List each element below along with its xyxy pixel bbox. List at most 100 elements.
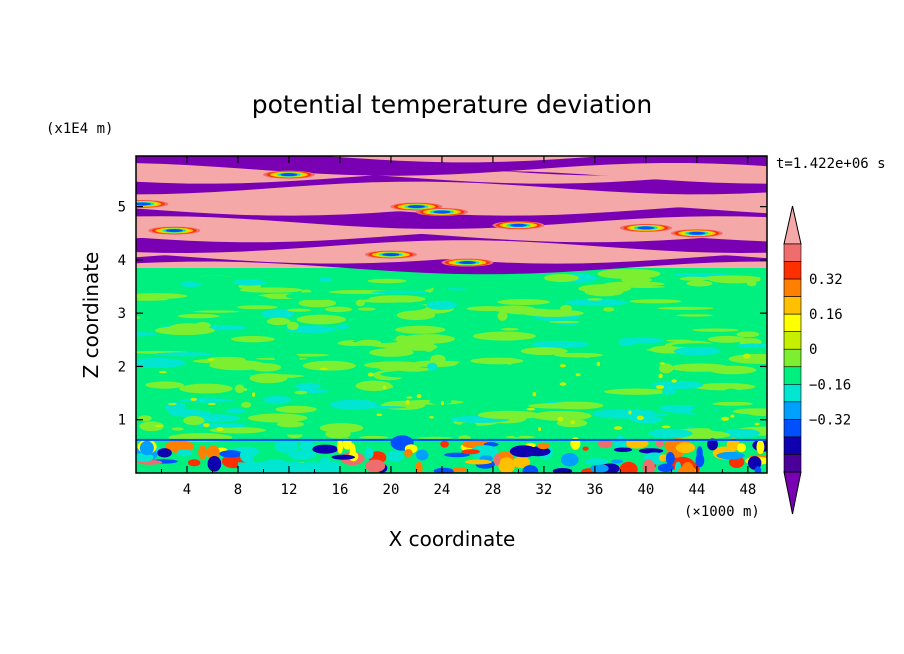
contour-patch bbox=[136, 332, 157, 337]
contour-patch bbox=[754, 422, 760, 426]
contour-patch bbox=[712, 401, 753, 406]
contour-patch bbox=[621, 285, 666, 288]
contour-patch bbox=[252, 392, 256, 398]
contour-patch bbox=[625, 438, 649, 449]
contour-patch bbox=[690, 404, 715, 416]
contour-patch bbox=[367, 372, 374, 377]
contour-patch bbox=[268, 428, 322, 435]
contour-patch bbox=[337, 438, 344, 454]
contour-patch bbox=[664, 320, 679, 328]
contour-patch bbox=[552, 468, 573, 473]
contour-patch bbox=[295, 382, 321, 390]
front-patch bbox=[407, 205, 425, 209]
contour-patch bbox=[157, 448, 172, 458]
contour-patch bbox=[440, 440, 449, 448]
contour-patch bbox=[671, 343, 732, 348]
contour-patch bbox=[191, 275, 237, 285]
upper-layer bbox=[136, 216, 767, 243]
contour-patch bbox=[532, 340, 590, 348]
contour-patch bbox=[636, 415, 644, 421]
contour-patch bbox=[415, 461, 423, 473]
contour-patch bbox=[651, 380, 704, 390]
contour-patch bbox=[537, 442, 550, 450]
contour-patch bbox=[355, 314, 379, 321]
contour-patch bbox=[466, 403, 521, 414]
contour-patch bbox=[171, 427, 184, 431]
y-tick-label: 2 bbox=[118, 359, 126, 375]
contour-patch bbox=[274, 438, 299, 453]
contour-patch bbox=[325, 429, 351, 439]
y-tick-label: 5 bbox=[118, 200, 126, 216]
contour-patch bbox=[199, 433, 218, 437]
contour-patch bbox=[145, 381, 184, 389]
contour-patch bbox=[287, 321, 299, 331]
contour-patch bbox=[538, 427, 542, 432]
contour-patch bbox=[464, 459, 493, 465]
x-tick-label: 32 bbox=[535, 482, 552, 498]
contour-patch bbox=[417, 436, 454, 440]
contour-patch bbox=[728, 353, 767, 364]
contour-patch bbox=[288, 375, 352, 384]
contour-patch bbox=[603, 388, 669, 395]
contour-patch bbox=[708, 423, 731, 432]
contour-patch bbox=[365, 459, 386, 473]
front-patch bbox=[280, 173, 298, 177]
contour-patch bbox=[678, 465, 696, 473]
contour-patch bbox=[736, 443, 747, 453]
plot-frame bbox=[135, 155, 768, 474]
contour-patch bbox=[241, 401, 252, 408]
contour-patch bbox=[356, 339, 382, 346]
contour-patch bbox=[230, 336, 275, 343]
contour-patch bbox=[342, 438, 352, 450]
contour-patch bbox=[433, 467, 455, 473]
front-patch bbox=[688, 231, 706, 235]
contour-patch bbox=[710, 276, 761, 284]
contour-patch bbox=[723, 388, 740, 396]
contour-patch bbox=[386, 450, 404, 462]
contour-patch bbox=[500, 327, 519, 331]
contour-patch bbox=[512, 456, 531, 469]
contour-patch bbox=[532, 392, 537, 397]
contour-patch bbox=[548, 401, 604, 410]
contour-patch bbox=[756, 439, 765, 455]
x-tick-label: 28 bbox=[484, 482, 501, 498]
contour-patch bbox=[657, 463, 674, 473]
contour-patch bbox=[493, 454, 501, 466]
time-label: t=1.422e+06 s bbox=[776, 156, 886, 172]
contour-patch bbox=[707, 335, 747, 343]
front-patch bbox=[382, 253, 400, 257]
contour-patch bbox=[582, 446, 589, 451]
contour-patch bbox=[554, 352, 603, 358]
contour-patch bbox=[136, 453, 154, 463]
y-tick-label: 3 bbox=[118, 306, 126, 322]
contour-patch bbox=[207, 358, 215, 361]
contour-patch bbox=[302, 360, 356, 371]
contour-patch bbox=[694, 383, 756, 391]
contour-patch bbox=[288, 450, 317, 460]
contour-patch bbox=[441, 401, 445, 406]
contour-patch bbox=[366, 302, 427, 312]
contour-patch bbox=[415, 449, 429, 461]
front-patch bbox=[637, 226, 655, 230]
contour-patch bbox=[661, 425, 671, 429]
contour-patch bbox=[422, 341, 435, 352]
contour-patch bbox=[565, 299, 628, 306]
contour-patch bbox=[460, 422, 477, 428]
contour-patch bbox=[560, 305, 573, 312]
contour-patch bbox=[364, 447, 374, 459]
colorbar-segment bbox=[783, 278, 802, 297]
colorbar-label: −0.16 bbox=[809, 377, 851, 393]
contour-patch bbox=[659, 362, 666, 365]
contour-patch bbox=[570, 420, 576, 425]
contour-patch bbox=[504, 357, 514, 365]
contour-patch bbox=[445, 361, 460, 364]
contour-patch bbox=[692, 328, 739, 332]
contour-patch bbox=[548, 320, 581, 324]
contour-patch bbox=[629, 299, 682, 304]
contour-patch bbox=[358, 298, 411, 303]
contour-patch bbox=[176, 449, 193, 457]
contour-patch bbox=[225, 408, 245, 414]
contour-patch bbox=[658, 373, 663, 379]
contour-patch bbox=[596, 361, 601, 367]
contour-patch bbox=[655, 439, 664, 448]
